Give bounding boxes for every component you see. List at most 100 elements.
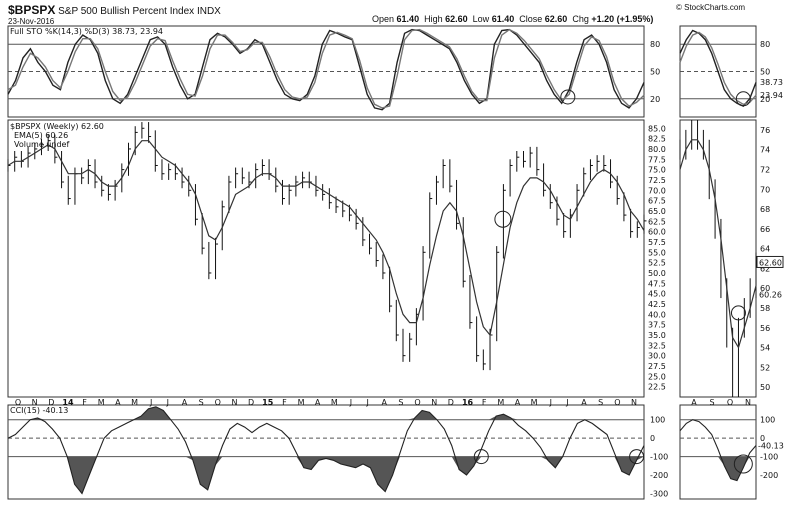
x-axis-label: M: [98, 398, 105, 407]
price-tick-label: 40.0: [648, 310, 666, 319]
x-axis-label: F: [82, 398, 87, 407]
sto-k-line: [7, 28, 645, 111]
ohlc-readout: Open 61.40 High 62.60 Low 61.40 Close 62…: [372, 14, 653, 24]
high-label: High: [424, 14, 443, 24]
sto-inset-tick-label: 20: [760, 95, 770, 104]
x-axis-label: O: [614, 398, 620, 407]
price-tick-label: 82.5: [648, 135, 666, 144]
sto-legend: Full STO %K(14,3) %D(3) 38.73, 23.94: [10, 27, 163, 36]
price-inset-tick-label: 50: [760, 383, 770, 392]
exchange: INDX: [196, 6, 221, 17]
price-tick-label: 55.0: [648, 248, 666, 257]
sto-inset-d-line: [679, 31, 757, 106]
sto-d-value-label: 23.94: [760, 91, 783, 100]
price-tick-label: 25.0: [648, 372, 666, 381]
x-axis-label: J: [166, 398, 169, 407]
price-tick-label: 35.0: [648, 331, 666, 340]
price-inset-tick-label: 60: [760, 284, 770, 293]
cci-tick-label: 0: [650, 434, 655, 443]
ema-legend: EMA(5) 60.26: [14, 131, 69, 140]
price-inset-tick-label: 74: [760, 146, 770, 155]
price-inset-tick-label: 76: [760, 126, 770, 135]
chart-date: 23-Nov-2016: [8, 17, 55, 26]
volume-legend: Volume undef: [14, 140, 70, 149]
price-tick-label: 27.5: [648, 362, 666, 371]
cci-inset-tick-label: -200: [760, 471, 778, 480]
sto-inset-circle: [735, 91, 751, 107]
price-circle: [494, 210, 512, 228]
x-axis-inset-label: O: [727, 398, 733, 407]
price-legend: $BPSPX (Weekly) 62.60: [10, 122, 104, 131]
close-value-box: [756, 255, 784, 268]
price-tick-label: 70.0: [648, 186, 666, 195]
cci-value-label: -40.13: [758, 442, 784, 451]
x-axis-inset-label: S: [709, 398, 714, 407]
close-value: 62.60: [544, 14, 568, 24]
cci-circle: [473, 449, 489, 465]
x-axis-label: J: [365, 398, 368, 407]
cci-inset-oversold-fill: [680, 456, 756, 481]
price-tick-label: 47.5: [648, 279, 666, 288]
close-value-label: 62.60: [759, 258, 782, 267]
x-axis-label: F: [282, 398, 287, 407]
price-inset-tick-label: 52: [760, 363, 770, 372]
price-tick-label: 52.5: [648, 259, 666, 268]
watermark: © StockCharts.com: [676, 3, 746, 12]
x-axis-label: F: [482, 398, 487, 407]
sto-tick-label: 80: [650, 40, 660, 49]
sto-d-line: [7, 28, 645, 109]
x-axis-label: J: [549, 398, 552, 407]
cci-tick-label: -200: [650, 471, 668, 480]
x-axis-label: N: [431, 398, 437, 407]
x-axis-label: J: [565, 398, 568, 407]
x-axis-label: A: [382, 398, 388, 407]
open-label: Open: [372, 14, 395, 24]
price-tick-label: 67.5: [648, 197, 666, 206]
price-inset-tick-label: 56: [760, 324, 770, 333]
ema-value-label: 60.26: [759, 291, 782, 300]
x-axis-label: 15: [262, 398, 274, 407]
x-axis-label: A: [315, 398, 321, 407]
sto-tick-label: 50: [650, 68, 660, 77]
cci-inset-tick-label: 100: [760, 416, 775, 425]
x-axis-label: N: [231, 398, 237, 407]
price-tick-label: 62.5: [648, 217, 666, 226]
cci-oversold-fill: [8, 456, 644, 494]
x-axis-label: O: [414, 398, 420, 407]
x-axis-label: 14: [62, 398, 74, 407]
cci-inset-frame: [679, 404, 757, 500]
cci-tick-label: -100: [650, 453, 668, 462]
price-tick-label: 32.5: [648, 341, 666, 350]
price-tick-label: 85.0: [648, 124, 666, 133]
price-tick-label: 65.0: [648, 207, 666, 216]
x-axis-label: A: [115, 398, 121, 407]
x-axis-label: N: [32, 398, 38, 407]
cci-inset-tick-label: 0: [760, 434, 765, 443]
cci-inset-circle: [733, 454, 753, 474]
cci-circle: [629, 449, 645, 465]
x-axis-label: M: [331, 398, 338, 407]
x-axis-label: M: [531, 398, 538, 407]
price-tick-label: 77.5: [648, 155, 666, 164]
x-axis-label: D: [448, 398, 454, 407]
price-tick-label: 22.5: [648, 383, 666, 392]
price-inset-tick-label: 62: [760, 264, 770, 273]
cci-frame: [7, 404, 645, 500]
x-axis-label: S: [598, 398, 603, 407]
x-axis-label: N: [631, 398, 637, 407]
sto-k-value-label: 38.73: [760, 78, 783, 87]
price-tick-label: 30.0: [648, 352, 666, 361]
cci-inset-tick-label: -100: [760, 453, 778, 462]
sto-tick-label: 20: [650, 95, 660, 104]
x-axis-inset-label: N: [745, 398, 751, 407]
chart-header: $BPSPX S&P 500 Bullish Percent Index IND…: [8, 3, 221, 17]
price-inset-circle: [730, 305, 746, 321]
cci-inset-line: [679, 419, 757, 482]
ema-inset-line: [679, 139, 757, 349]
x-axis-label: M: [131, 398, 138, 407]
price-tick-label: 80.0: [648, 145, 666, 154]
ema-line: [7, 140, 645, 337]
open-value: 61.40: [396, 14, 420, 24]
x-axis-label: S: [199, 398, 204, 407]
